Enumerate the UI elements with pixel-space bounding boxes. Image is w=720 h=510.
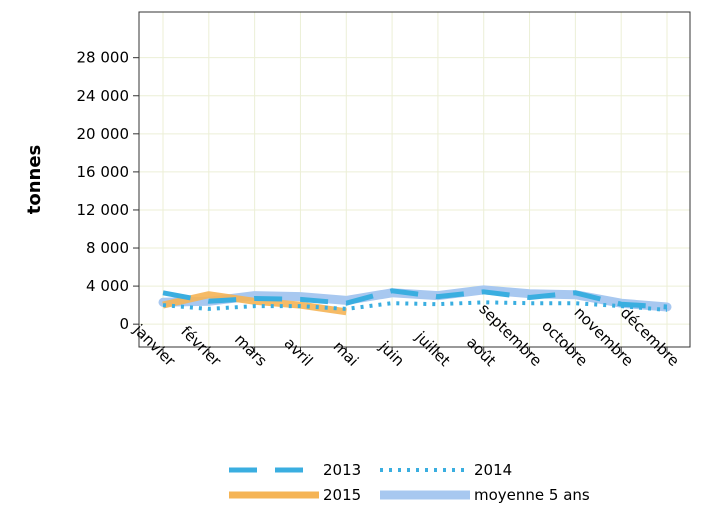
legend-label: 2013 xyxy=(323,461,361,479)
series-line-2014 xyxy=(162,300,668,312)
x-tick-label: avril xyxy=(281,334,317,370)
x-tick-label: janvier xyxy=(129,320,179,370)
x-tick-label: février xyxy=(177,322,225,370)
y-tick-label: 20 000 xyxy=(77,125,130,143)
x-tick-label: juillet xyxy=(411,327,454,370)
y-tick-label: 12 000 xyxy=(77,201,130,219)
y-tick-label: 4 000 xyxy=(86,277,129,295)
x-tick-label: juin xyxy=(375,337,408,370)
y-tick-label: 16 000 xyxy=(77,163,130,181)
plot-area xyxy=(138,11,691,348)
x-tick-label: mai xyxy=(330,337,363,370)
x-tick-label: mars xyxy=(231,330,271,370)
y-tick-label: 24 000 xyxy=(77,87,130,105)
legend-label: 2014 xyxy=(474,461,512,479)
series-layer xyxy=(158,285,672,316)
y-tick-label: 8 000 xyxy=(86,239,129,257)
y-tick-label: 0 xyxy=(119,315,129,333)
x-tick-label: août xyxy=(463,333,500,370)
series-line-2013 xyxy=(162,288,668,310)
legend-label: 2015 xyxy=(323,486,361,504)
legend: 2013 2014 2015 moyenne 5 ans xyxy=(229,461,590,504)
legend-label: moyenne 5 ans xyxy=(474,486,590,504)
y-tick-label: 28 000 xyxy=(77,49,130,67)
y-axis-title: tonnes xyxy=(24,145,45,215)
